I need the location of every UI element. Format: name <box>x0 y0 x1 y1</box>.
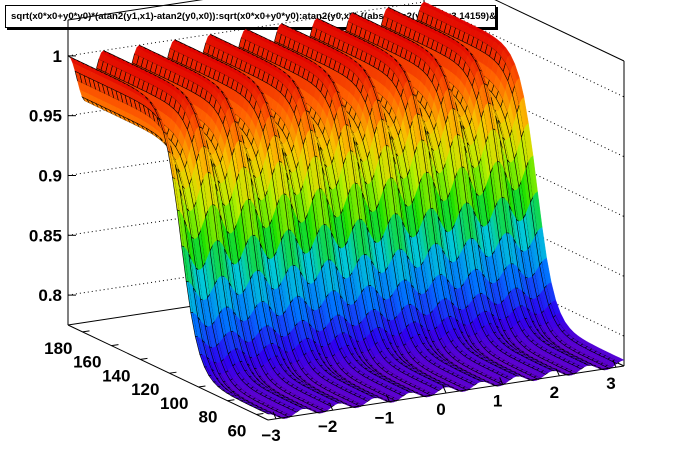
frame-edge <box>494 0 625 62</box>
surface-mesh <box>67 1 625 419</box>
frame-edge <box>67 0 204 21</box>
